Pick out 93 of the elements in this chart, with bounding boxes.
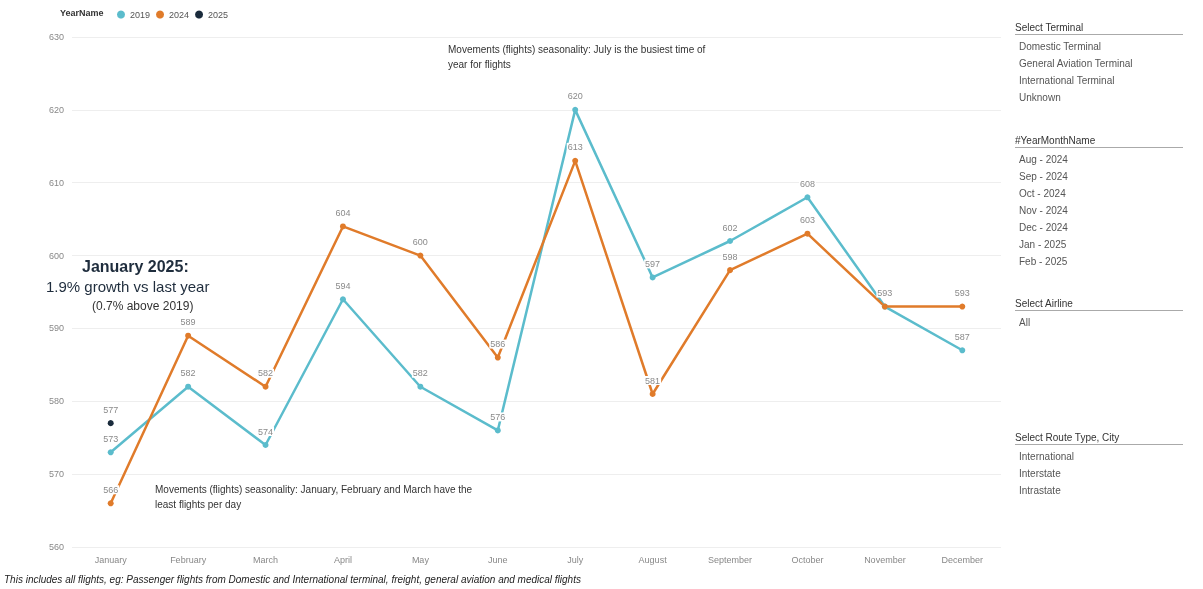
data-label: 586	[490, 339, 506, 350]
point	[572, 106, 579, 113]
point	[649, 391, 656, 397]
point	[494, 427, 501, 434]
data-label: 577	[103, 404, 119, 415]
y-tick-label: 630	[48, 32, 64, 42]
y-tick-label: 600	[48, 250, 64, 261]
y-tick-label: 620	[48, 104, 64, 115]
data-label: 587	[954, 331, 970, 342]
data-label: 576	[490, 411, 506, 422]
x-tick-label: March	[253, 554, 279, 565]
point	[417, 252, 424, 259]
y-tick-label: 570	[48, 469, 64, 480]
x-tick-label: August	[638, 554, 668, 565]
category-label: Oct - 2024	[1018, 187, 1067, 201]
point	[572, 157, 579, 164]
x-tick-label: November	[864, 554, 906, 565]
data-label: 603	[799, 215, 815, 226]
data-label: 604	[335, 207, 351, 218]
y-tick-label: 590	[48, 323, 64, 334]
annotation: January 2025:	[82, 257, 189, 275]
point	[959, 347, 966, 354]
annotation: 1.9% growth vs last year	[46, 278, 210, 295]
category-label: Jan - 2025	[1018, 238, 1068, 252]
point	[185, 383, 192, 390]
data-label: 589	[180, 317, 196, 328]
data-label: 613	[567, 142, 583, 153]
annotation: Movements (flights) seasonality: January, February and March have the least flights per day	[155, 484, 475, 510]
legend-title: YearName	[60, 7, 104, 18]
text: Select Airline	[1015, 298, 1183, 311]
category-label: Interstate	[1018, 467, 1062, 481]
point	[185, 332, 192, 339]
point	[262, 442, 269, 448]
text: This includes all flights, eg: Passenger flights from Domestic and International terminal, freight, general aviation and medical flights	[4, 574, 581, 585]
category-label: General Aviation Terminal	[1018, 57, 1134, 71]
x-tick-label: December	[941, 554, 984, 565]
category-label: International Terminal	[1018, 74, 1116, 88]
category-label: Intrastate	[1018, 484, 1062, 498]
point	[727, 238, 734, 244]
category-label: Nov - 2024	[1018, 204, 1069, 218]
annotation: (0.7% above 2019)	[92, 298, 194, 313]
point	[339, 223, 346, 230]
text: Select Route Type, City	[1015, 432, 1183, 445]
data-label: 597	[645, 258, 661, 269]
data-label: 574	[258, 426, 274, 437]
x-tick-label: February	[170, 554, 207, 565]
y-tick-label: 560	[48, 542, 64, 552]
point	[107, 500, 114, 507]
category-label: Domestic Terminal	[1018, 40, 1103, 54]
category-label: Feb - 2025	[1018, 255, 1069, 269]
point	[339, 296, 346, 303]
data-label: 600	[412, 237, 428, 248]
point	[649, 274, 656, 281]
category-label: Sep - 2024	[1018, 170, 1069, 184]
point	[727, 267, 734, 274]
x-tick-label: July	[567, 554, 584, 565]
y-tick-label: 610	[48, 177, 64, 188]
category-label: Unknown	[1018, 91, 1062, 105]
y-tick-label: 580	[48, 396, 64, 407]
legend-label: 2019	[130, 9, 151, 20]
annotation: Movements (flights) seasonality: July is the busiest time of year for flights	[448, 44, 709, 70]
data-label: 594	[335, 280, 351, 291]
x-tick-label: June	[488, 554, 508, 565]
data-label: 566	[103, 484, 119, 495]
data-label: 581	[645, 375, 661, 386]
point	[494, 354, 501, 361]
data-label: 593	[954, 288, 970, 299]
point	[417, 383, 424, 390]
x-tick-label: September	[708, 554, 753, 565]
x-tick-label: May	[411, 554, 430, 565]
x-tick-label: October	[791, 554, 824, 565]
category-label: Aug - 2024	[1018, 153, 1069, 167]
data-label: 598	[722, 251, 738, 262]
point	[262, 383, 269, 390]
x-tick-label: January	[94, 554, 128, 565]
legend-label: 2025	[208, 9, 229, 20]
data-label: 582	[258, 368, 274, 379]
data-label: 620	[567, 91, 583, 102]
text: Select Terminal	[1015, 22, 1183, 35]
x-tick-label: April	[333, 554, 352, 565]
data-label: 582	[412, 368, 428, 379]
text: #YearMonthName	[1015, 135, 1183, 148]
point	[804, 194, 811, 201]
category-label: Dec - 2024	[1018, 221, 1069, 235]
category-label: International	[1018, 450, 1076, 464]
category-label: All	[1018, 316, 1032, 330]
data-label: 573	[103, 433, 119, 444]
data-label: 602	[722, 222, 738, 233]
data-label: 582	[180, 368, 196, 379]
data-label: 593	[877, 288, 893, 299]
legend-label: 2024	[169, 9, 190, 20]
point	[107, 449, 114, 456]
data-label: 608	[799, 178, 815, 189]
